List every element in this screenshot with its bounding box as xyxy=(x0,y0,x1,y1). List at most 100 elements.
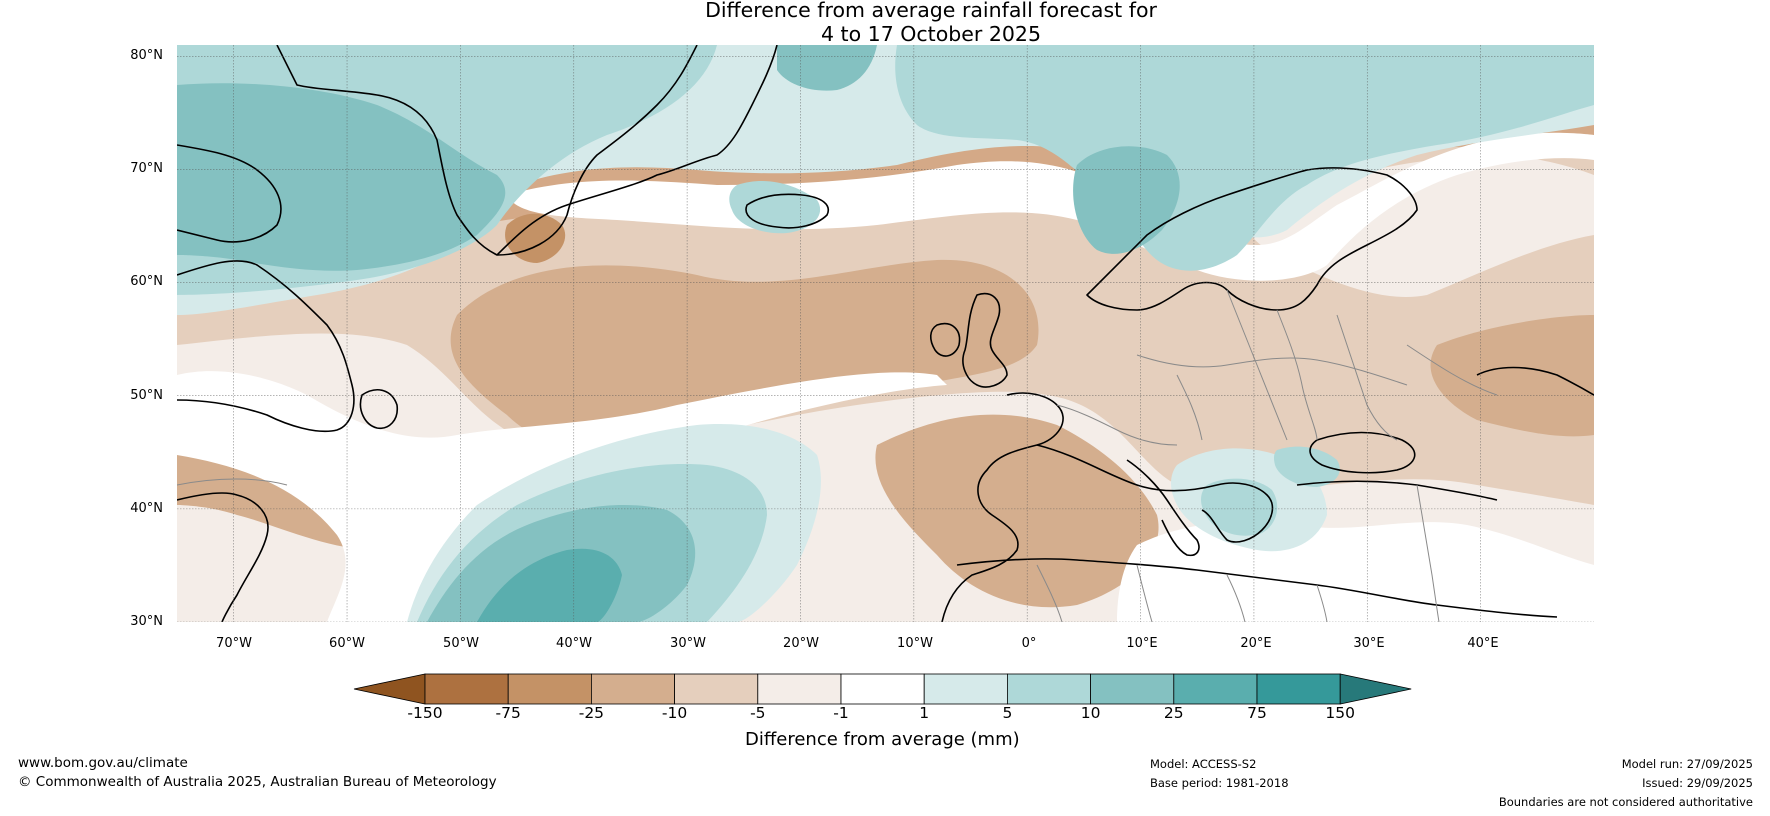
border-line xyxy=(1056,404,1178,446)
lon-label-20e: 20°E xyxy=(1240,636,1272,651)
coast-north-africa xyxy=(956,558,1558,618)
coast-baffin xyxy=(177,144,282,243)
border-line xyxy=(1176,374,1203,441)
lon-label-40e: 40°E xyxy=(1467,636,1499,651)
colorbar-title: Difference from average (mm) xyxy=(745,729,1020,750)
colorbar-tick-label: 1 xyxy=(919,704,930,722)
anomaly-core-east xyxy=(1430,315,1594,437)
title-line-2: 4 to 17 October 2025 xyxy=(821,22,1041,46)
colorbar-swatch xyxy=(840,673,925,705)
border-line xyxy=(1226,574,1246,622)
colorbar-swatch xyxy=(1173,673,1258,705)
coast-italy xyxy=(1126,459,1200,557)
anomaly-core-atlantic xyxy=(450,259,1039,454)
colorbar-tick-label: 150 xyxy=(1325,704,1355,722)
footer-model: Model: ACCESS-S2 xyxy=(1150,757,1257,771)
title-line-1: Difference from average rainfall forecas… xyxy=(705,0,1157,22)
footer-disclaimer: Boundaries are not considered authoritat… xyxy=(1498,795,1753,809)
lon-label-60w: 60°W xyxy=(329,636,365,651)
colorbar-tick-label: -25 xyxy=(578,704,605,722)
border-line xyxy=(1136,564,1153,622)
colorbar-swatch xyxy=(923,673,1008,705)
colorbar-swatch xyxy=(507,673,592,705)
map-title: Difference from average rainfall forecas… xyxy=(0,0,1770,46)
neutral-band-north xyxy=(507,132,1594,281)
coastlines xyxy=(177,45,1594,622)
lon-label-30e: 30°E xyxy=(1353,636,1385,651)
coast-newfoundland xyxy=(359,389,399,430)
border-line xyxy=(1276,309,1318,441)
colorbar-extend-high xyxy=(1339,673,1412,705)
colorbar-tick-label: 75 xyxy=(1247,704,1267,722)
lat-label-40n: 40°N xyxy=(130,501,163,516)
coast-europe-west xyxy=(941,392,1064,622)
colorbar-swatch xyxy=(424,673,509,705)
coast-scandinavia xyxy=(1086,167,1418,311)
border-line xyxy=(1336,314,1398,441)
colorbar-swatch xyxy=(1256,673,1341,705)
border-line xyxy=(1406,344,1498,396)
wet-band-mid-norway xyxy=(1073,146,1180,254)
colorbar-swatch xyxy=(674,673,759,705)
lat-label-70n: 70°N xyxy=(130,161,163,176)
colorbar-tick-label: -1 xyxy=(833,704,849,722)
coast-us-east xyxy=(177,492,269,622)
coast-east xyxy=(1476,366,1594,396)
lat-label-80n: 80°N xyxy=(130,48,163,63)
lon-label-20w: 20°W xyxy=(783,636,819,651)
lon-label-50w: 50°W xyxy=(443,636,479,651)
lon-label-10w: 10°W xyxy=(897,636,933,651)
footer-model-run: Model run: 27/09/2025 xyxy=(1621,757,1753,771)
anomaly-core-greenland-tip xyxy=(505,213,566,263)
neutral-band-south xyxy=(177,371,947,622)
colorbar-swatch xyxy=(1090,673,1175,705)
colorbar-tick-label: 25 xyxy=(1163,704,1184,722)
colorbar-swatch xyxy=(1007,673,1092,705)
lon-label-70w: 70°W xyxy=(216,636,252,651)
coast-turkey xyxy=(1296,480,1498,501)
lon-label-40w: 40°W xyxy=(556,636,592,651)
colorbar xyxy=(353,673,1412,705)
colorbar-tick-label: 5 xyxy=(1002,704,1013,722)
footer-website[interactable]: www.bom.gov.au/climate xyxy=(18,755,188,771)
map-gridlines xyxy=(177,45,1594,622)
colorbar-tick-label: -5 xyxy=(750,704,766,722)
map-canvas xyxy=(177,45,1594,622)
coast-iceland xyxy=(745,193,829,229)
coast-med-north xyxy=(1036,444,1274,543)
coast-uk xyxy=(962,293,1008,388)
wet-band-mid-greenland xyxy=(177,83,506,271)
colorbar-tick-label: -75 xyxy=(495,704,521,722)
colorbar-tick-label: -10 xyxy=(661,704,688,722)
wet-band-light-balkans xyxy=(1201,478,1278,536)
wet-band-light-norway xyxy=(895,45,1594,271)
colorbar-extend-low xyxy=(353,673,426,705)
country-borders xyxy=(177,289,1498,622)
footer-issued: Issued: 29/09/2025 xyxy=(1642,776,1753,790)
colorbar-swatch xyxy=(757,673,842,705)
coast-greenland-east xyxy=(496,45,778,256)
coast-black-sea xyxy=(1309,431,1416,474)
colorbar-tick-label: 10 xyxy=(1080,704,1101,722)
rainfall-anomaly-map xyxy=(177,45,1594,622)
anomaly-core-iberia xyxy=(875,414,1159,608)
wet-band-deep-south xyxy=(477,548,622,622)
lon-label-10e: 10°E xyxy=(1126,636,1158,651)
border-line xyxy=(1136,354,1408,386)
colorbar-tick-label: -150 xyxy=(407,704,443,722)
border-line xyxy=(177,478,288,486)
lon-label-30w: 30°W xyxy=(670,636,706,651)
border-line xyxy=(1226,289,1288,441)
border-line xyxy=(1316,584,1328,622)
colorbar-swatch xyxy=(590,673,675,705)
coast-labrador xyxy=(177,260,355,433)
lon-label-0: 0° xyxy=(1021,636,1037,651)
lat-label-50n: 50°N xyxy=(130,388,163,403)
border-line xyxy=(1036,564,1063,622)
footer-copyright: © Commonwealth of Australia 2025, Austra… xyxy=(18,774,497,790)
lat-label-30n: 30°N xyxy=(130,614,163,629)
coast-ireland xyxy=(929,323,961,357)
footer-base-period: Base period: 1981-2018 xyxy=(1150,776,1289,790)
border-line xyxy=(1416,484,1440,622)
wet-band-light-aegean xyxy=(1273,446,1340,487)
